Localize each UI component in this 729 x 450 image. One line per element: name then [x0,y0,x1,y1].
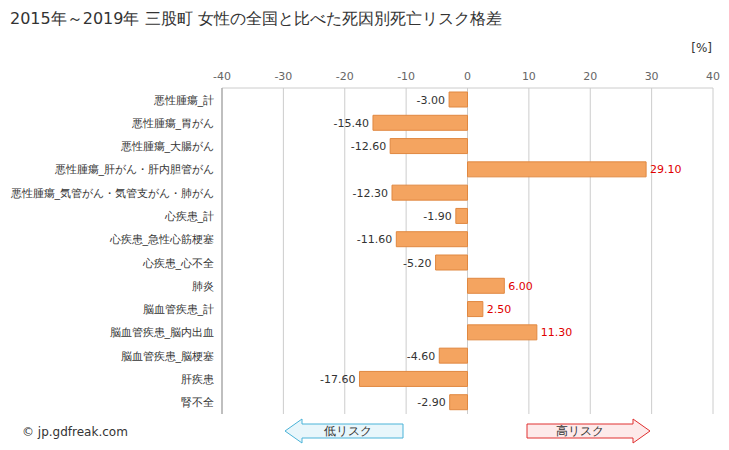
svg-text:心疾患_心不全: 心疾患_心不全 [142,257,215,270]
svg-text:-10: -10 [397,70,415,83]
svg-text:-12.30: -12.30 [353,187,388,200]
svg-text:腎不全: 腎不全 [181,396,214,409]
svg-text:29.10: 29.10 [650,163,682,176]
svg-text:-3.00: -3.00 [417,94,445,107]
svg-text:-1.90: -1.90 [423,210,451,223]
svg-text:20: 20 [583,70,597,83]
svg-text:低リスク: 低リスク [324,424,372,438]
svg-text:30: 30 [645,70,659,83]
svg-text:-30: -30 [274,70,292,83]
svg-text:-17.60: -17.60 [320,373,355,386]
svg-text:心疾患_計: 心疾患_計 [164,210,215,223]
svg-text:2015年～2019年 三股町 女性の全国と比べた死因別死亡: 2015年～2019年 三股町 女性の全国と比べた死因別死亡リスク格差 [10,9,502,28]
svg-text:6.00: 6.00 [508,280,533,293]
svg-text:心疾患_急性心筋梗塞: 心疾患_急性心筋梗塞 [109,233,215,246]
svg-text:[%]: [%] [691,41,712,55]
svg-text:© jp.gdfreak.com: © jp.gdfreak.com [22,425,128,439]
svg-text:-20: -20 [336,70,354,83]
svg-text:40: 40 [706,70,720,83]
svg-text:悪性腫瘍_肝がん・肝内胆管がん: 悪性腫瘍_肝がん・肝内胆管がん [54,163,215,176]
svg-text:-2.90: -2.90 [417,396,445,409]
svg-text:脳血管疾患_脳内出血: 脳血管疾患_脳内出血 [110,326,215,339]
svg-text:-15.40: -15.40 [334,117,369,130]
svg-text:脳血管疾患_計: 脳血管疾患_計 [143,303,215,316]
svg-text:11.30: 11.30 [541,326,573,339]
svg-text:悪性腫瘍_計: 悪性腫瘍_計 [153,94,215,107]
svg-text:肝疾患: 肝疾患 [181,373,214,386]
svg-text:-11.60: -11.60 [357,233,392,246]
svg-text:-12.60: -12.60 [351,140,386,153]
svg-text:-5.20: -5.20 [403,257,431,270]
svg-text:2.50: 2.50 [487,303,512,316]
svg-text:高リスク: 高リスク [556,424,604,438]
svg-text:肺炎: 肺炎 [192,280,214,293]
svg-text:-40: -40 [213,70,231,83]
svg-text:悪性腫瘍_気管がん・気管支がん・肺がん: 悪性腫瘍_気管がん・気管支がん・肺がん [10,187,215,200]
svg-text:10: 10 [522,70,536,83]
svg-text:0: 0 [464,70,471,83]
svg-text:-4.60: -4.60 [407,350,435,363]
svg-text:脳血管疾患_脳梗塞: 脳血管疾患_脳梗塞 [121,350,215,363]
svg-text:悪性腫瘍_大腸がん: 悪性腫瘍_大腸がん [120,140,215,153]
svg-text:悪性腫瘍_胃がん: 悪性腫瘍_胃がん [131,117,215,130]
